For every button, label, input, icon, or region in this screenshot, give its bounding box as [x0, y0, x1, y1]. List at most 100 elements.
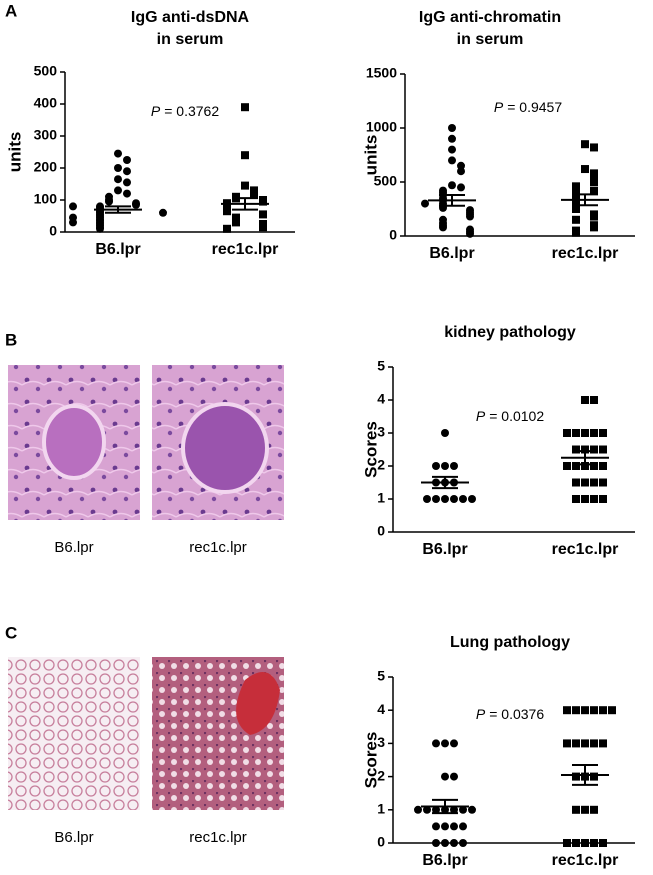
data-point: [572, 805, 580, 814]
y-tick-label: 0: [389, 227, 397, 243]
data-point: [232, 218, 240, 227]
data-point: [432, 839, 440, 847]
data-point: [432, 462, 440, 470]
p-symbol: P: [494, 99, 504, 115]
lung-image: [8, 657, 140, 810]
data-point: [572, 445, 580, 454]
data-point: [259, 197, 267, 206]
chart-title: in serum: [157, 31, 224, 48]
data-point: [423, 805, 431, 814]
x-tick-label: rec1c.lpr: [552, 852, 619, 869]
data-point: [69, 202, 77, 211]
y-tick-label: 400: [34, 95, 58, 111]
data-point: [581, 140, 589, 149]
panel-label: B: [5, 330, 17, 349]
y-tick-label: 2: [377, 457, 385, 473]
data-point: [450, 839, 458, 847]
data-point: [563, 739, 571, 748]
y-axis-label: Scores: [361, 421, 380, 478]
data-point: [590, 478, 598, 487]
p-symbol: P: [151, 103, 161, 119]
data-point: [581, 839, 589, 847]
data-point: [441, 495, 449, 503]
data-point: [563, 462, 571, 470]
x-tick-label: rec1c.lpr: [212, 241, 279, 258]
panel-label: C: [5, 623, 17, 642]
y-axis-label: units: [361, 135, 380, 176]
y-tick-label: 1: [377, 490, 385, 506]
data-point: [441, 429, 449, 437]
data-point: [123, 167, 131, 176]
data-point: [581, 739, 589, 748]
data-point: [581, 805, 589, 814]
y-tick-label: 2: [377, 767, 385, 783]
data-point: [590, 462, 598, 470]
data-point: [423, 495, 431, 503]
data-point: [581, 462, 589, 470]
data-point: [223, 224, 231, 233]
data-point: [572, 478, 580, 487]
data-point: [441, 772, 449, 781]
data-point: [441, 822, 449, 831]
data-point: [581, 478, 589, 487]
data-point: [448, 156, 456, 165]
x-tick-label: B6.lpr: [429, 245, 474, 262]
data-point: [450, 772, 458, 781]
y-tick-label: 3: [377, 424, 385, 440]
data-point: [599, 495, 607, 503]
data-point: [441, 839, 449, 847]
data-point: [581, 495, 589, 503]
data-point: [241, 181, 249, 190]
data-point: [590, 429, 598, 437]
x-tick-label: B6.lpr: [422, 852, 467, 869]
data-point: [468, 805, 476, 814]
data-point: [563, 429, 571, 437]
glomerulus: [42, 404, 106, 480]
data-point: [450, 805, 458, 814]
data-point: [572, 228, 580, 237]
data-point: [123, 189, 131, 198]
data-point: [599, 706, 607, 715]
y-tick-label: 1: [377, 801, 385, 817]
data-point: [159, 208, 167, 217]
data-point: [572, 215, 580, 224]
p-text: = 0.0376: [489, 706, 544, 722]
y-tick-label: 200: [34, 159, 58, 175]
data-point: [459, 822, 467, 831]
y-axis-label: units: [5, 132, 24, 173]
y-tick-label: 1500: [366, 65, 397, 81]
data-point: [448, 124, 456, 132]
data-point: [448, 181, 456, 190]
data-point: [432, 805, 440, 814]
data-point: [459, 495, 467, 503]
data-point: [421, 199, 429, 208]
y-tick-label: 3: [377, 734, 385, 750]
data-point: [590, 839, 598, 847]
data-point: [466, 229, 474, 238]
data-point: [581, 445, 589, 454]
p-text: = 0.9457: [507, 99, 562, 115]
data-point: [450, 739, 458, 748]
data-point: [590, 396, 598, 404]
data-point: [459, 805, 467, 814]
data-point: [572, 429, 580, 437]
image-caption: rec1c.lpr: [189, 539, 247, 556]
data-point: [69, 218, 77, 227]
data-point: [105, 197, 113, 206]
data-point: [114, 164, 122, 172]
data-point: [448, 134, 456, 143]
data-point: [459, 839, 467, 847]
data-point: [590, 495, 598, 503]
data-point: [250, 189, 258, 198]
data-point: [572, 205, 580, 213]
y-tick-label: 100: [34, 191, 58, 207]
data-point: [457, 183, 465, 192]
data-point: [223, 207, 231, 216]
image-caption: B6.lpr: [54, 539, 93, 556]
data-point: [432, 739, 440, 748]
x-tick-label: B6.lpr: [95, 241, 140, 258]
data-point: [96, 224, 104, 233]
data-point: [439, 223, 447, 232]
data-point: [599, 739, 607, 748]
